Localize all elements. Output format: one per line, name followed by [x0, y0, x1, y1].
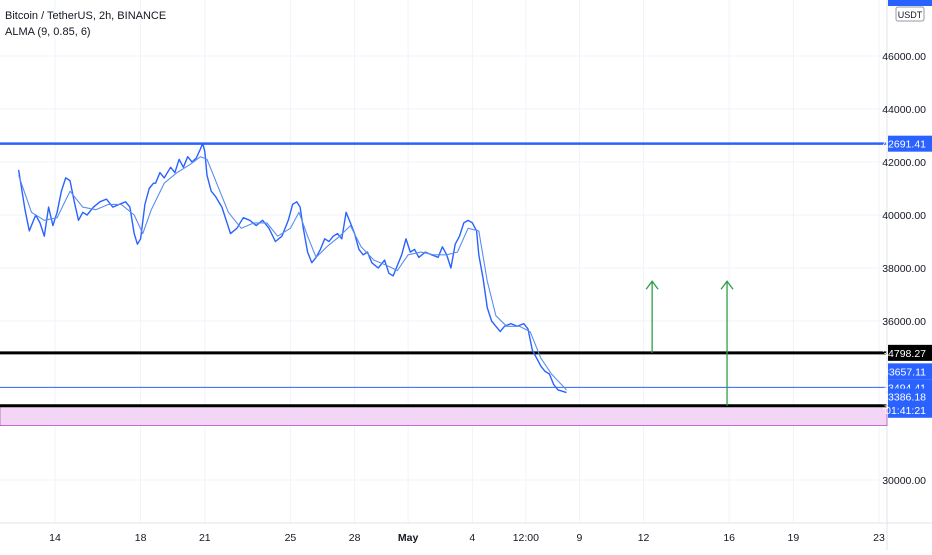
- indicator-label[interactable]: ALMA (9, 0.85, 6): [5, 26, 91, 38]
- price-line[interactable]: [17, 142, 567, 394]
- arrow-head-1[interactable]: [720, 280, 734, 290]
- y-tick-label: 30000.00: [882, 475, 926, 487]
- x-tick-label: 25: [285, 532, 297, 544]
- level-price-tag-text: 42691.41: [882, 139, 926, 151]
- symbol-title[interactable]: Bitcoin / TetherUS, 2h, BINANCE: [5, 10, 167, 22]
- live-price-tag-text: 33386.18: [882, 392, 926, 404]
- x-tick-label: 19: [788, 532, 800, 544]
- x-tick-label: 9: [576, 532, 582, 544]
- live-price-tag-text: 01:41:21: [885, 405, 926, 417]
- live-price-tag-0: [888, 363, 932, 380]
- chart-legend: Bitcoin / TetherUS, 2h, BINANCE ALMA (9,…: [5, 8, 166, 40]
- level-price-tag-text: 34798.27: [882, 348, 926, 360]
- live-price-tag-text: 33657.11: [883, 366, 926, 378]
- arrow-head-0[interactable]: [645, 280, 659, 290]
- y-tick-label: 38000.00: [882, 263, 926, 275]
- live-price-tag-1: [888, 388, 932, 405]
- level-price-tag-1: [888, 344, 932, 361]
- support-zone[interactable]: [0, 405, 888, 426]
- x-tick-label: 28: [349, 532, 361, 544]
- x-tick-label: 4: [469, 532, 475, 544]
- currency-badge-text[interactable]: USDT: [898, 10, 923, 20]
- x-tick-label: 21: [199, 532, 211, 544]
- alma-line[interactable]: [18, 156, 567, 391]
- x-tick-label: 18: [135, 532, 147, 544]
- x-tick-label: 14: [49, 532, 61, 544]
- currency-badge[interactable]: [895, 6, 925, 22]
- top-price-label: [888, 0, 932, 6]
- y-tick-label: 36000.00: [882, 316, 926, 328]
- y-tick-label: 40000.00: [882, 210, 926, 222]
- x-tick-label: 23: [873, 532, 885, 544]
- level-price-tag-0: [888, 135, 932, 152]
- x-tick-label: 12:00: [513, 532, 539, 544]
- x-tick-label: 16: [723, 532, 735, 544]
- live-price-tag-2: [888, 401, 932, 418]
- y-tick-label: 44000.00: [882, 104, 926, 116]
- x-tick-label: May: [398, 532, 419, 544]
- x-tick-label: 12: [638, 532, 650, 544]
- y-tick-label: 46000.00: [882, 51, 926, 63]
- y-tick-label: 42000.00: [882, 157, 926, 169]
